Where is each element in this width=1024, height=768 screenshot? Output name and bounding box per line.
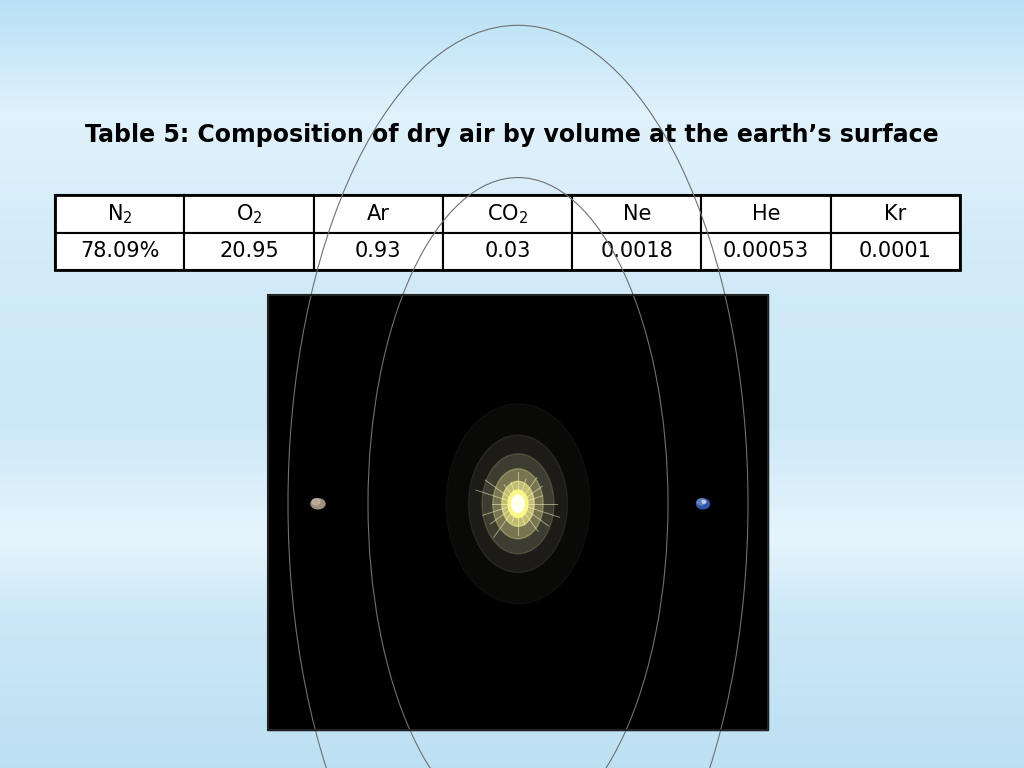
- Bar: [268, 295, 768, 730]
- Text: 0.0001: 0.0001: [859, 241, 932, 261]
- Bar: [572, 195, 701, 233]
- Text: CO$_2$: CO$_2$: [487, 202, 528, 226]
- Text: O$_2$: O$_2$: [236, 202, 262, 226]
- Bar: [268, 295, 768, 730]
- Text: 78.09%: 78.09%: [80, 241, 160, 261]
- Ellipse shape: [508, 490, 528, 518]
- Ellipse shape: [702, 500, 706, 503]
- Bar: [442, 195, 572, 233]
- Bar: [701, 195, 830, 233]
- Ellipse shape: [697, 498, 705, 505]
- Bar: [55, 195, 961, 270]
- Text: Ne: Ne: [623, 204, 651, 223]
- Text: 0.03: 0.03: [484, 241, 530, 261]
- Bar: [572, 233, 701, 270]
- Bar: [830, 233, 961, 270]
- Text: Table 5: Composition of dry air by volume at the earth’s surface: Table 5: Composition of dry air by volum…: [85, 123, 939, 147]
- Ellipse shape: [493, 468, 543, 539]
- Text: 20.95: 20.95: [219, 241, 279, 261]
- Ellipse shape: [696, 498, 710, 508]
- Ellipse shape: [312, 498, 319, 505]
- Bar: [313, 233, 442, 270]
- Text: 0.00053: 0.00053: [723, 241, 809, 261]
- Bar: [830, 195, 961, 233]
- Bar: [184, 233, 313, 270]
- Text: N$_2$: N$_2$: [106, 202, 132, 226]
- Ellipse shape: [311, 498, 325, 508]
- Text: 0.93: 0.93: [355, 241, 401, 261]
- Ellipse shape: [482, 454, 554, 554]
- Bar: [701, 233, 830, 270]
- Ellipse shape: [502, 482, 535, 526]
- Bar: [55, 233, 184, 270]
- Text: He: He: [752, 204, 780, 223]
- Ellipse shape: [469, 435, 567, 573]
- Bar: [184, 195, 313, 233]
- Text: Ar: Ar: [367, 204, 390, 223]
- Text: 0.0018: 0.0018: [600, 241, 673, 261]
- Bar: [442, 233, 572, 270]
- Ellipse shape: [512, 495, 524, 512]
- Text: Kr: Kr: [885, 204, 906, 223]
- Bar: [55, 195, 184, 233]
- Bar: [313, 195, 442, 233]
